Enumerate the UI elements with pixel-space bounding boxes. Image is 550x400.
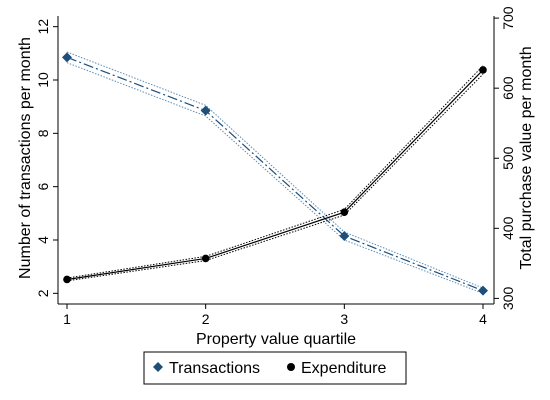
x-tick-label: 3 (340, 311, 348, 327)
y-right-tick-label: 600 (500, 76, 516, 100)
y-right-tick-label: 500 (500, 146, 516, 170)
transactions-point (200, 105, 211, 116)
x-tick-label: 2 (202, 311, 210, 327)
y-left-tick-label: 6 (35, 183, 51, 191)
x-tick-label: 4 (479, 311, 487, 327)
expenditure-ci-lower (66, 73, 484, 282)
y-left-tick-label: 8 (35, 129, 51, 137)
y-left-tick-label: 4 (35, 236, 51, 244)
expenditure-point (340, 208, 349, 217)
legend: Transactions Expenditure (143, 351, 407, 385)
expenditure-ci-upper (66, 65, 484, 279)
y-right-tick-label: 700 (500, 6, 516, 30)
series-lines (66, 56, 484, 292)
x-axis-title: Property value quartile (196, 331, 356, 348)
expenditure-point (479, 66, 487, 74)
transactions-point (62, 52, 72, 63)
y-right-axis-title: Total purchase value per month (518, 46, 535, 269)
legend-label-expenditure: Expenditure (301, 360, 386, 377)
legend-label-transactions: Transactions (169, 360, 260, 377)
y-left-axis-title: Number of transactions per month (17, 37, 34, 279)
transactions-ci-lower (66, 62, 484, 294)
transactions-line (66, 56, 484, 292)
expenditure-line (66, 69, 484, 281)
y-right-tick-label: 400 (500, 216, 516, 240)
transactions-ci-upper (66, 51, 484, 289)
expenditure-point (201, 254, 210, 263)
legend-marker-expenditure (287, 363, 295, 371)
y-left-tick-label: 10 (35, 72, 51, 88)
legend-marker-transactions (153, 362, 163, 372)
expenditure-point (63, 275, 71, 284)
x-tick-label: 1 (63, 311, 71, 327)
transactions-point (478, 285, 488, 296)
y-left-tick-label: 12 (35, 19, 51, 35)
y-right-tick-label: 300 (500, 287, 516, 311)
transactions-point (339, 231, 350, 241)
markers (62, 52, 488, 296)
y-left-tick-label: 2 (35, 289, 51, 297)
ci-bands (66, 51, 484, 294)
legend-box (143, 351, 407, 385)
